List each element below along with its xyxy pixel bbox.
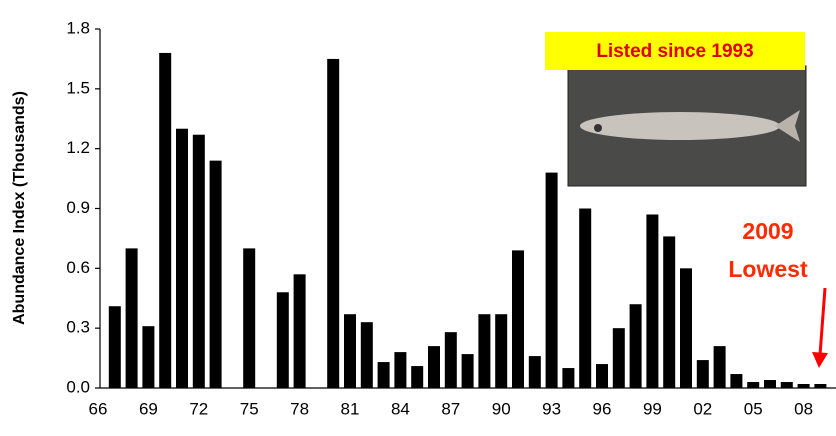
y-tick-label: 0.3	[66, 318, 90, 337]
x-tick-label: 81	[341, 399, 360, 418]
bar	[713, 346, 726, 388]
y-tick-label: 1.5	[66, 78, 90, 97]
bar	[797, 384, 810, 388]
annotation: 2009	[742, 218, 793, 244]
y-axis-label: Abundance Index (Thousands)	[11, 91, 28, 325]
x-tick-label: 93	[542, 399, 561, 418]
x-tick-label: 66	[89, 399, 108, 418]
bar	[360, 322, 373, 388]
fish-eye	[594, 124, 602, 132]
arrow-head	[812, 352, 828, 368]
fish	[580, 112, 780, 140]
x-tick-label: 99	[643, 399, 662, 418]
x-tick-label: 87	[441, 399, 460, 418]
annotation: Lowest	[728, 256, 808, 282]
bar	[596, 364, 608, 388]
x-tick-label: 02	[693, 399, 712, 418]
y-tick-label: 0.0	[66, 377, 90, 396]
bar	[444, 332, 457, 388]
x-tick-label: 84	[391, 399, 410, 418]
y-tick-label: 1.8	[66, 18, 90, 37]
arrow	[818, 287, 827, 356]
bar	[780, 382, 793, 388]
x-tick-label: 72	[189, 399, 208, 418]
bar	[478, 314, 491, 388]
y-tick-label: 1.2	[66, 138, 90, 157]
x-tick-label: 05	[744, 399, 763, 418]
bar	[125, 248, 138, 388]
bar	[696, 360, 709, 388]
x-tick-label: 90	[492, 399, 511, 418]
x-tick-label: 96	[593, 399, 612, 418]
x-tick-label: 75	[240, 399, 259, 418]
y-tick-label: 0.6	[66, 258, 90, 277]
bar	[159, 52, 172, 388]
bar	[428, 346, 440, 388]
bar	[176, 128, 188, 388]
bar	[495, 314, 508, 388]
bar	[209, 160, 222, 388]
bar	[377, 362, 390, 388]
bar	[293, 274, 306, 388]
bar	[663, 236, 676, 388]
bar	[327, 58, 340, 389]
bar	[562, 368, 575, 388]
x-tick-label: 78	[290, 399, 309, 418]
bar	[814, 384, 827, 388]
bar	[276, 292, 289, 388]
x-tick-label: 69	[139, 399, 158, 418]
bar	[764, 380, 776, 388]
x-tick-label: 08	[794, 399, 813, 418]
bar	[512, 250, 524, 388]
annotation: Listed since 1993	[596, 41, 753, 62]
bar	[528, 356, 541, 388]
bar	[192, 134, 205, 388]
bar	[461, 354, 474, 388]
bar	[646, 214, 659, 388]
bar	[394, 352, 407, 388]
bar	[108, 306, 121, 388]
bar	[243, 248, 256, 388]
annotation-box	[545, 32, 805, 70]
bar	[142, 326, 155, 388]
bar	[344, 314, 356, 388]
y-tick-label: 0.9	[66, 198, 90, 217]
bar	[629, 304, 642, 388]
bar	[411, 366, 424, 388]
bar	[680, 268, 692, 388]
bar	[747, 382, 760, 388]
bar	[545, 172, 558, 388]
bar	[612, 328, 625, 388]
fish-tail	[775, 110, 800, 142]
bar	[579, 208, 592, 388]
bar	[730, 374, 743, 388]
